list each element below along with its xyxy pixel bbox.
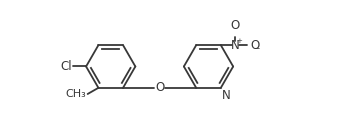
Text: N: N: [222, 89, 231, 102]
Text: O: O: [250, 39, 259, 52]
Text: Cl: Cl: [61, 60, 72, 73]
Text: +: +: [237, 38, 243, 44]
Text: CH₃: CH₃: [65, 89, 86, 99]
Text: N: N: [231, 39, 240, 52]
Text: −: −: [253, 45, 259, 54]
Text: O: O: [155, 81, 164, 94]
Text: O: O: [231, 19, 240, 32]
